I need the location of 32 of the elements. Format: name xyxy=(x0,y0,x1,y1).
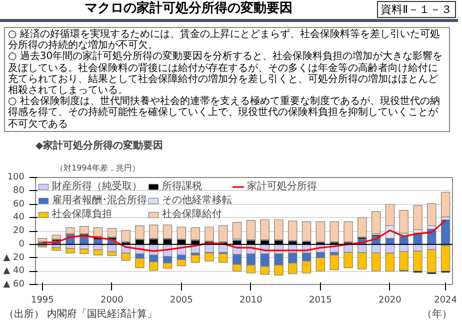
y-tick-label: 40 xyxy=(13,212,25,223)
legend-label: 所得課税 xyxy=(162,180,202,193)
text: ○ 過去30年間の家計可処分所得の変動要因を分析すると、社会保険料負担の増加が大きな影響を及ぼしている。社会保険料の背後には給付が存在するが、その多くは年金等の高齢者向け給付に充てられており、結果として社会保障給付の増加分を差し引くと、可処分所得の増加はほとんど相殺されてしまっている。 xyxy=(8,51,444,96)
x-tick-label: 2010 xyxy=(240,296,263,306)
chart-title: マクロの家計可処分所得の変動要因 xyxy=(83,0,294,18)
x-axis-title: （年） xyxy=(422,308,452,320)
text: （出所） 内閣府「国民経済計算」 xyxy=(4,308,158,320)
text: ○ 経済の好循環を実現するためには、賃金の上昇にとどまらず、社会保険料等を差し引いた可処分所得の持続的な増加が不可欠。 xyxy=(8,29,441,52)
x-tick-label: 2000 xyxy=(100,296,124,306)
y-tick-label: ▲ 20 xyxy=(3,252,25,263)
y-tick-label: ▲ 60 xyxy=(3,280,25,290)
x-tick-label: 2005 xyxy=(170,296,193,306)
legend-label: 社会保障負担 xyxy=(52,208,112,221)
legend-label: その他経常移転 xyxy=(162,194,232,207)
y-tick-label: 20 xyxy=(13,226,25,236)
text: 資料Ⅱ－１－３ xyxy=(376,0,456,18)
x-tick-label: 2020 xyxy=(378,296,402,306)
legend-label: 家計可処分所得 xyxy=(247,180,317,193)
y-tick-label: 0 xyxy=(18,239,25,250)
x-tick-label: 2024 xyxy=(434,296,458,306)
x-tick-label: 1995 xyxy=(31,296,54,306)
x-tick-label: 2015 xyxy=(309,296,332,306)
legend-label: 雇用者報酬･混合所得 xyxy=(52,194,147,207)
y-tick-label: 100 xyxy=(7,172,25,182)
legend-label: 社会保障給付 xyxy=(162,208,222,221)
y-tick-label: 60 xyxy=(13,199,25,210)
chart-subtitle: ◆家計可処分所得の変動要因 xyxy=(36,140,164,152)
y-tick-label: ▲ 40 xyxy=(3,266,25,276)
legend-label: 財産所得（純受取） xyxy=(52,180,142,193)
y-axis-title: （対1994年差，兆円） xyxy=(56,164,140,172)
text: ○ 社会保険制度は、世代間扶養や社会的連帯を支える極めて重要な制度であるが、現役世代の納得感を得て、その持続可能性を確保していく上で、現役世代の保険料負担を抑制していくことが不可欠である xyxy=(8,96,441,130)
y-tick-label: 80 xyxy=(13,186,25,196)
